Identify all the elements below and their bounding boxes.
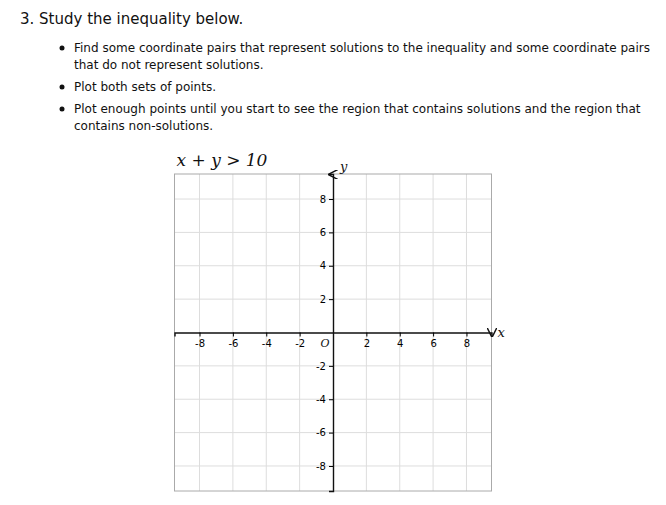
- y-tick-label: -4: [316, 394, 326, 405]
- chart-svg: 3. Study the inequality below. Find some …: [0, 0, 666, 505]
- x-tick-mark: [266, 333, 267, 337]
- bullet-marker: [60, 85, 65, 90]
- x-tick-mark: [233, 333, 234, 337]
- x-tick: 4: [397, 333, 403, 349]
- bullet-line: Plot enough points until you start to se…: [74, 102, 641, 116]
- chart-container: 3. Study the inequality below. Find some …: [0, 0, 666, 505]
- y-tick-mark: [329, 366, 333, 367]
- x-tick-mark: [200, 333, 201, 337]
- x-tick: -8: [195, 333, 205, 349]
- y-tick-label: 8: [320, 194, 326, 205]
- x-tick-label: 4: [397, 338, 403, 349]
- inequality: x + y > 10: [177, 150, 268, 170]
- y-tick-mark: [329, 232, 333, 233]
- bullet-text: Plot enough points until you start to se…: [74, 102, 641, 133]
- y-tick: 6: [320, 227, 333, 238]
- y-tick-label: -8: [316, 461, 326, 472]
- plot-frame: [175, 174, 492, 491]
- x-tick-mark: [366, 333, 367, 337]
- x-tick-mark: [433, 333, 434, 337]
- bullet-text: Find some coordinate pairs that represen…: [74, 41, 650, 72]
- x-tick: -6: [228, 333, 238, 349]
- origin-label: O: [320, 337, 329, 350]
- y-tick-mark: [329, 399, 333, 400]
- x-tick-label: -4: [262, 338, 272, 349]
- x-tick-label: 2: [364, 338, 370, 349]
- y-tick-label: 2: [320, 294, 326, 305]
- x-axis-label: x: [498, 325, 506, 340]
- bullet-marker: [60, 107, 65, 112]
- x-tick: 2: [364, 333, 370, 349]
- x-tick-label: -8: [195, 338, 205, 349]
- y-tick-mark: [329, 299, 333, 300]
- plot-area: [175, 174, 492, 491]
- bullet-line: Plot both sets of points.: [74, 80, 216, 94]
- y-tick: -8: [316, 461, 333, 472]
- bullet-line: Find some coordinate pairs that represen…: [74, 41, 650, 55]
- x-tick: 6: [430, 333, 436, 349]
- y-tick-label: -2: [316, 361, 326, 372]
- y-tick-mark: [329, 266, 333, 267]
- x-tick-label: -2: [295, 338, 305, 349]
- y-tick-mark: [329, 466, 333, 467]
- x-tick-mark: [466, 333, 467, 337]
- y-tick: 4: [320, 260, 333, 271]
- y-tick-label: 6: [320, 227, 326, 238]
- x-tick: -4: [262, 333, 272, 349]
- y-tick-mark: [329, 199, 333, 200]
- bullet-line: contains non-solutions.: [74, 119, 213, 133]
- bullet-line: that do not represent solutions.: [74, 58, 264, 72]
- title: 3. Study the inequality below.: [20, 10, 243, 28]
- y-tick-label: -6: [316, 427, 326, 438]
- y-tick: -2: [316, 361, 333, 372]
- y-axis: -8 -6 -4 -2 2 4 6 8: [316, 175, 333, 492]
- x-tick-mark: [400, 333, 401, 337]
- x-tick-label: 6: [430, 338, 436, 349]
- y-axis-label: y: [339, 159, 348, 174]
- x-tick-label: 8: [464, 338, 470, 349]
- y-tick-mark: [329, 433, 333, 434]
- x-tick-mark: [300, 333, 301, 337]
- y-tick-label: 4: [320, 260, 326, 271]
- y-tick: 8: [320, 194, 333, 205]
- x-tick-label: -6: [228, 338, 238, 349]
- y-tick: -6: [316, 427, 333, 438]
- bullet-marker: [60, 46, 65, 51]
- bullet-text: Plot both sets of points.: [74, 80, 216, 94]
- y-tick: 2: [320, 294, 333, 305]
- x-tick: 8: [464, 333, 470, 349]
- y-tick: -4: [316, 394, 333, 405]
- y-axis-line: [329, 175, 334, 492]
- x-tick: -2: [295, 333, 305, 349]
